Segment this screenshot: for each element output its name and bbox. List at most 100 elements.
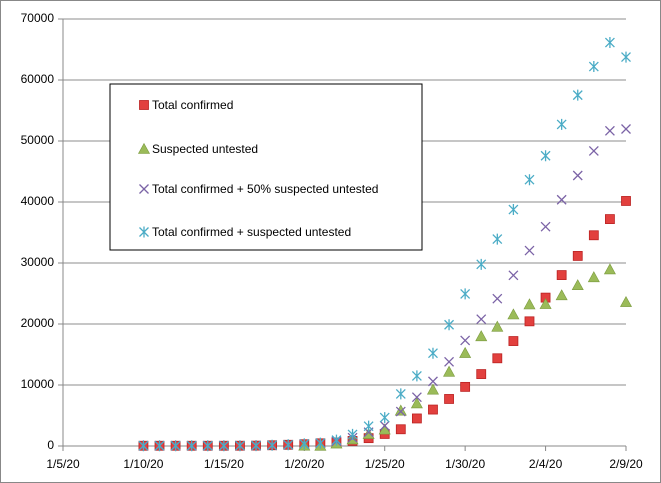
marker-square: [588, 230, 599, 241]
y-tick-label: 0: [47, 438, 54, 452]
marker-star: [379, 412, 390, 424]
marker-star: [524, 174, 535, 186]
marker-star: [604, 37, 615, 49]
marker-square: [395, 424, 406, 435]
marker-triangle: [410, 397, 423, 409]
marker-star: [170, 440, 181, 452]
y-tick-label: 60000: [21, 72, 55, 86]
marker-star: [428, 347, 438, 359]
marker-x: [476, 314, 487, 325]
marker-star: [460, 288, 471, 300]
marker-triangle: [587, 271, 600, 283]
marker-triangle: [394, 404, 407, 416]
marker-star: [138, 440, 149, 452]
x-tick-label: 2/9/20: [609, 457, 643, 471]
marker-square: [492, 353, 503, 364]
marker-x: [508, 270, 519, 281]
marker-square: [460, 381, 471, 392]
y-tick-label: 20000: [21, 316, 55, 330]
y-tick-label: 10000: [21, 377, 55, 391]
marker-star: [363, 420, 374, 432]
marker-x: [492, 293, 503, 304]
marker-x: [428, 376, 438, 387]
marker-triangle: [443, 365, 456, 377]
legend-label: Total confirmed + 50% suspected untested: [152, 182, 378, 196]
marker-x: [379, 420, 390, 431]
marker-square: [572, 251, 583, 261]
legend-label: Suspected untested: [152, 142, 258, 156]
marker-triangle: [137, 142, 151, 154]
marker-square: [621, 196, 631, 206]
marker-star: [315, 437, 326, 449]
x-tick-label: 1/10/20: [123, 457, 163, 471]
marker-x: [524, 245, 535, 256]
marker-x: [540, 221, 551, 232]
marker-star: [621, 51, 631, 63]
marker-star: [283, 439, 294, 451]
marker-star: [476, 258, 487, 270]
marker-x: [621, 124, 631, 134]
marker-star: [154, 440, 165, 452]
marker-triangle: [426, 383, 439, 395]
marker-star: [508, 204, 519, 216]
marker-star: [556, 118, 567, 130]
marker-x: [460, 335, 471, 346]
x-tick-label: 1/30/20: [445, 457, 485, 471]
marker-triangle: [475, 330, 488, 342]
marker-x: [588, 145, 599, 156]
legend-box: [109, 83, 423, 251]
marker-triangle: [507, 308, 520, 320]
marker-triangle: [459, 346, 472, 358]
marker-star: [299, 438, 310, 450]
marker-star: [267, 439, 278, 451]
x-tick-label: 1/20/20: [284, 457, 324, 471]
x-tick-label: 2/4/20: [529, 457, 563, 471]
marker-x: [395, 406, 406, 417]
marker-star: [186, 440, 197, 452]
marker-x: [572, 170, 583, 181]
x-tick-label: 1/15/20: [204, 457, 244, 471]
marker-triangle: [539, 297, 552, 309]
marker-triangle: [491, 320, 504, 332]
marker-x: [139, 184, 149, 194]
marker-square: [605, 214, 615, 224]
marker-triangle: [603, 263, 616, 275]
marker-star: [588, 61, 599, 73]
marker-square: [444, 394, 454, 404]
marker-triangle: [555, 289, 568, 301]
marker-square: [411, 413, 422, 424]
y-tick-label: 30000: [21, 255, 55, 269]
marker-star: [218, 440, 229, 452]
marker-star: [251, 440, 261, 452]
marker-square: [524, 316, 535, 327]
marker-triangle: [362, 427, 375, 439]
marker-star: [572, 89, 583, 101]
marker-square: [556, 270, 567, 280]
marker-star: [444, 319, 455, 331]
marker-square: [476, 369, 487, 379]
marker-x: [556, 194, 567, 205]
marker-star: [395, 388, 406, 400]
marker-star: [234, 440, 245, 452]
marker-square: [428, 404, 438, 415]
marker-x: [444, 356, 455, 367]
y-tick-label: 70000: [21, 11, 55, 25]
marker-star: [492, 233, 503, 245]
x-tick-label: 1/25/20: [365, 457, 405, 471]
y-tick-label: 50000: [21, 133, 55, 147]
marker-triangle: [619, 295, 633, 307]
legend-label: Total confirmed: [152, 98, 233, 112]
legend-label: Total confirmed + suspected untested: [152, 225, 351, 239]
marker-star: [347, 428, 358, 440]
marker-star: [411, 370, 422, 382]
marker-triangle: [571, 279, 584, 291]
y-tick-label: 40000: [21, 194, 55, 208]
marker-x: [604, 125, 615, 136]
marker-star: [139, 226, 149, 238]
x-tick-label: 1/5/20: [46, 457, 80, 471]
marker-star: [202, 440, 213, 452]
marker-triangle: [523, 298, 536, 310]
marker-square: [508, 336, 519, 346]
marker-star: [540, 150, 551, 162]
